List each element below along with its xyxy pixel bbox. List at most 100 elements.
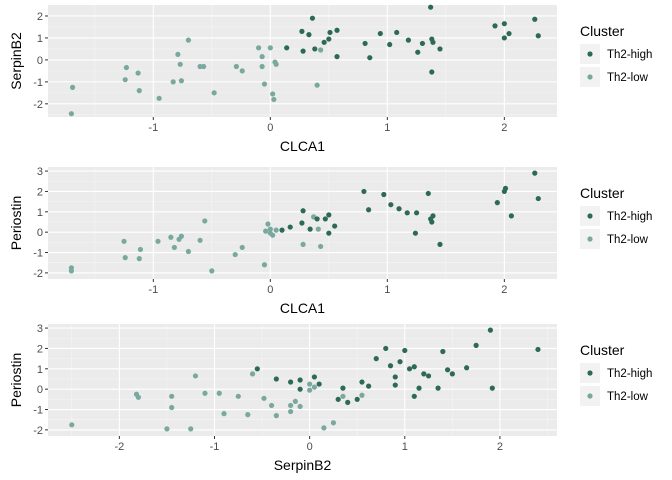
data-point-th2-low	[268, 402, 275, 409]
y-tick-label: 0	[37, 227, 43, 239]
data-point-th2-low	[311, 384, 317, 390]
data-point-th2-low	[164, 426, 170, 432]
data-point-th2-high	[279, 227, 285, 233]
data-point-th2-low	[273, 413, 279, 419]
data-point-th2-high	[299, 220, 305, 226]
panel-background	[48, 5, 557, 117]
data-point-th2-low	[259, 54, 265, 60]
data-point-th2-high	[326, 36, 332, 42]
scatter-panel-3: -2 -1 0 1 2 -2 -1 0 1 2 3 SerpinB2 Periostin Cluster T…	[8, 323, 652, 473]
data-point-th2-high	[506, 30, 512, 37]
data-point-th2-high	[397, 359, 403, 365]
data-point-th2-low	[273, 227, 279, 233]
x-tick-label: 1	[384, 284, 390, 296]
data-point-th2-high	[502, 185, 509, 191]
data-point-th2-high	[404, 210, 410, 216]
legend-title: Cluster	[580, 23, 625, 39]
data-point-th2-high	[254, 366, 260, 372]
data-point-th2-low	[318, 243, 324, 250]
legend-marker	[587, 370, 593, 376]
data-point-th2-low	[136, 256, 142, 262]
legend-title: Cluster	[580, 185, 625, 201]
data-point-th2-low	[201, 63, 207, 70]
data-point-th2-low	[211, 90, 217, 96]
data-point-th2-low	[263, 228, 269, 234]
data-point-th2-low	[188, 426, 194, 432]
data-point-th2-high	[532, 16, 538, 22]
y-tick-label: 1	[37, 207, 43, 219]
data-point-th2-low	[216, 390, 222, 396]
data-point-th2-high	[312, 46, 318, 52]
data-point-th2-high	[411, 364, 417, 370]
data-point-th2-high	[429, 219, 435, 225]
data-point-th2-high	[425, 373, 432, 379]
data-point-th2-high	[396, 206, 402, 212]
x-tick-label: 2	[501, 284, 507, 296]
data-point-th2-high	[394, 29, 400, 36]
data-point-th2-low	[245, 412, 251, 418]
x-tick-label: 0	[307, 441, 313, 453]
data-point-th2-high	[387, 363, 394, 369]
data-point-th2-high	[419, 40, 426, 47]
data-point-th2-high	[435, 385, 441, 391]
y-tick-label: 1	[37, 364, 43, 376]
x-tick-label: -2	[114, 441, 124, 453]
data-point-th2-high	[297, 377, 303, 383]
legend-label: Th2-low	[607, 72, 649, 84]
data-point-th2-high	[362, 40, 368, 47]
data-point-th2-low	[169, 393, 175, 399]
data-point-th2-low	[68, 111, 75, 117]
x-tick-label: 2	[497, 441, 503, 453]
data-point-th2-high	[430, 39, 436, 45]
data-point-th2-high	[405, 37, 411, 43]
data-point-th2-high	[327, 29, 333, 36]
data-point-th2-low	[235, 393, 241, 399]
x-tick-label: 1	[402, 441, 408, 453]
legend-label: Th2-low	[607, 234, 649, 246]
data-point-th2-high	[383, 345, 389, 352]
data-point-th2-low	[122, 255, 128, 261]
y-tick-label: 3	[37, 323, 43, 335]
data-point-th2-low	[267, 45, 273, 51]
data-point-th2-high	[494, 200, 500, 206]
x-tick-label: -1	[210, 441, 220, 453]
y-tick-label: 1	[37, 33, 43, 45]
legend-marker	[587, 213, 593, 219]
x-tick-label: -1	[148, 122, 158, 134]
data-point-th2-high	[273, 376, 279, 382]
x-tick-label: 0	[267, 284, 273, 296]
data-point-th2-low	[185, 248, 192, 255]
data-point-th2-high	[444, 367, 451, 373]
data-point-th2-high	[340, 385, 346, 391]
data-point-th2-high	[449, 371, 455, 377]
data-point-th2-low	[135, 394, 141, 400]
legend-marker	[587, 51, 593, 57]
data-point-th2-low	[270, 91, 276, 97]
scatter-panel-2: -1 0 1 2 -2 -1 0 1 2 3 CLCA1 Periostin Cluster Th2-hi…	[8, 166, 652, 316]
data-point-th2-high	[392, 374, 398, 380]
data-point-th2-low	[123, 64, 129, 71]
data-point-th2-high	[366, 383, 372, 389]
data-point-th2-low	[267, 226, 273, 232]
x-tick-label: 2	[501, 122, 507, 134]
data-point-th2-low	[121, 238, 127, 244]
x-axis-title: SerpinB2	[274, 457, 332, 473]
data-point-th2-low	[192, 373, 199, 379]
data-point-th2-low	[340, 393, 346, 399]
data-point-th2-high	[429, 69, 435, 75]
data-point-th2-low	[122, 77, 128, 83]
data-point-th2-low	[137, 246, 144, 253]
data-point-th2-low	[239, 68, 245, 74]
data-point-th2-high	[473, 342, 479, 348]
y-tick-label: 3	[37, 166, 43, 178]
y-axis-title: SerpinB2	[8, 32, 24, 90]
data-point-th2-low	[315, 226, 321, 232]
data-point-th2-high	[361, 188, 367, 195]
data-point-th2-low	[69, 84, 76, 90]
data-point-th2-high	[345, 399, 351, 405]
data-point-th2-low	[261, 262, 268, 268]
data-point-th2-low	[155, 238, 161, 244]
x-tick-label: -1	[148, 284, 158, 296]
data-point-th2-low	[261, 395, 267, 401]
